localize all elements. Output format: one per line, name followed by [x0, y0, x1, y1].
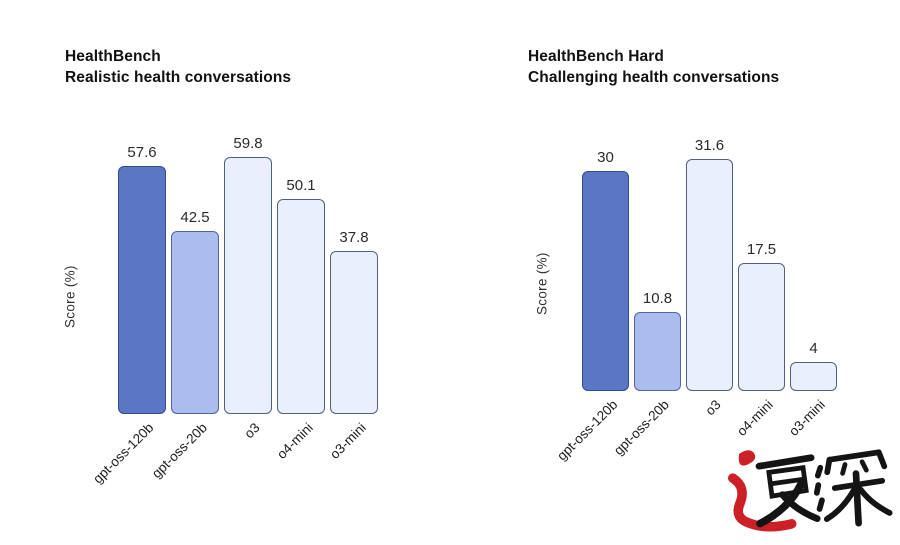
bars-row: 57.6 42.5 59.8 50.1 37.8	[118, 135, 378, 414]
bar-column: 10.8	[634, 290, 681, 391]
x-tick-label: o3-mini	[786, 397, 829, 439]
chart-title: HealthBench Hard Challenging health conv…	[528, 46, 892, 88]
y-axis-label: Score (%)	[62, 265, 78, 328]
bar-value-label: 42.5	[180, 209, 210, 226]
bar-o3	[224, 157, 272, 414]
healthbench-hard-chart: HealthBench Hard Challenging health conv…	[520, 46, 892, 516]
x-tick-label: gpt-oss-20b	[611, 397, 673, 459]
bar-gpt-oss-120b	[582, 171, 629, 391]
bar-gpt-oss-20b	[171, 231, 219, 414]
bar-o4-mini	[738, 263, 785, 391]
bar-value-label: 37.8	[339, 229, 369, 246]
bar-value-label: 59.8	[233, 135, 263, 152]
bar-gpt-oss-20b	[634, 312, 681, 391]
bar-column: 42.5	[171, 209, 219, 414]
chart-title: HealthBench Realistic health conversatio…	[65, 46, 408, 88]
bar-column: 4	[790, 340, 837, 391]
bar-o3-mini	[790, 362, 837, 391]
bar-column: 57.6	[118, 144, 166, 414]
bar-column: 50.1	[277, 177, 325, 414]
x-tick-label: o4-mini	[734, 397, 777, 439]
bar-value-label: 17.5	[746, 241, 777, 258]
x-tick-label: o4-mini	[273, 420, 316, 462]
chart-title-line2: Challenging health conversations	[528, 69, 780, 86]
bar-column: 17.5	[738, 241, 785, 391]
bar-value-label: 30	[597, 149, 614, 166]
chart-title-line1: HealthBench Hard	[528, 48, 664, 65]
watermark-logo	[720, 438, 897, 541]
bar-value-label: 10.8	[642, 290, 673, 307]
bar-o3-mini	[330, 251, 378, 414]
bar-gpt-oss-120b	[118, 166, 166, 414]
bar-column: 31.6	[686, 137, 733, 391]
bar-value-label: 31.6	[694, 137, 725, 154]
x-tick-label: o3	[241, 420, 263, 442]
x-tick-label: o3-mini	[326, 420, 369, 462]
bar-value-label: 57.6	[127, 144, 157, 161]
bar-value-label: 50.1	[286, 177, 316, 194]
bar-column: 59.8	[224, 135, 272, 414]
calligraphy-watermark-icon	[728, 449, 893, 532]
bar-o3	[686, 159, 733, 391]
chart-title-line1: HealthBench	[65, 48, 161, 65]
x-tick-label: gpt-oss-120b	[90, 420, 157, 487]
bar-column: 37.8	[330, 229, 378, 414]
bars-row: 30 10.8 31.6 17.5 4	[582, 137, 837, 391]
healthbench-chart: HealthBench Realistic health conversatio…	[58, 46, 408, 516]
x-tick-label: o3	[702, 397, 725, 419]
chart-title-line2: Realistic health conversations	[65, 69, 292, 86]
bar-column: 30	[582, 149, 629, 391]
y-axis-label: Score (%)	[534, 252, 550, 315]
bar-o4-mini	[277, 199, 325, 414]
x-tick-label: gpt-oss-120b	[553, 397, 621, 464]
bar-value-label: 4	[809, 340, 818, 357]
x-tick-label: gpt-oss-20b	[148, 420, 210, 482]
